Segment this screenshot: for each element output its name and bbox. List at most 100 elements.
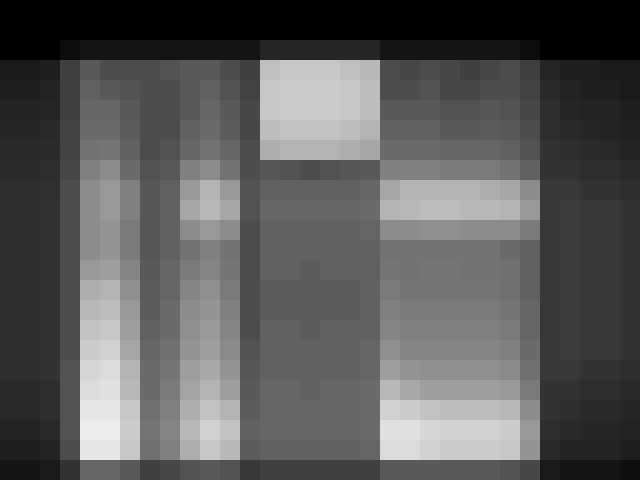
heatmap-cell [260,460,281,480]
heatmap-cell [140,200,161,221]
heatmap-cell [440,460,461,480]
heatmap-cell [440,200,461,221]
heatmap-cell [180,280,201,301]
heatmap-cell [520,160,541,181]
heatmap-cell [320,80,341,101]
heatmap-cell [320,200,341,221]
heatmap-cell [140,0,161,21]
heatmap-cell [400,200,421,221]
heatmap-cell [480,140,501,161]
heatmap-cell [60,40,81,61]
heatmap-cell [320,60,341,81]
heatmap-cell [300,240,321,261]
heatmap-cell [360,340,381,361]
heatmap-cell [380,80,401,101]
heatmap-cell [520,120,541,141]
heatmap-cell [380,140,401,161]
heatmap-cell [420,40,441,61]
heatmap-cell [520,220,541,241]
heatmap-cell [0,220,21,241]
heatmap-cell [100,60,121,81]
heatmap-cell [300,80,321,101]
heatmap-cell [300,380,321,401]
heatmap-cell [0,280,21,301]
heatmap-cell [620,400,640,421]
heatmap-cell [140,180,161,201]
heatmap-cell [240,0,261,21]
heatmap-cell [400,120,421,141]
heatmap-cell [40,420,61,441]
heatmap-cell [280,220,301,241]
heatmap-cell [360,420,381,441]
heatmap-cell [260,200,281,221]
heatmap-cell [620,380,640,401]
heatmap-cell [580,260,601,281]
heatmap-cell [500,400,521,421]
heatmap-cell [140,460,161,480]
heatmap-cell [240,400,261,421]
heatmap-cell [260,300,281,321]
heatmap-cell [100,120,121,141]
heatmap-cell [420,260,441,281]
heatmap-cell [220,440,241,461]
heatmap-cell [260,360,281,381]
heatmap-cell [340,320,361,341]
heatmap-cell [0,260,21,281]
heatmap-cell [220,100,241,121]
heatmap-cell [220,280,241,301]
heatmap-cell [240,300,261,321]
heatmap-cell [280,440,301,461]
heatmap-cell [360,120,381,141]
heatmap-cell [400,340,421,361]
heatmap-cell [320,0,341,21]
heatmap-cell [240,140,261,161]
heatmap-cell [620,100,640,121]
heatmap-cell [40,140,61,161]
heatmap-cell [40,240,61,261]
heatmap-cell [540,420,561,441]
heatmap-cell [620,40,640,61]
heatmap-cell [100,340,121,361]
heatmap-cell [480,360,501,381]
heatmap-cell [380,60,401,81]
heatmap-cell [240,40,261,61]
heatmap-cell [600,440,621,461]
heatmap-cell [420,160,441,181]
heatmap-cell [100,20,121,41]
heatmap-cell [400,60,421,81]
heatmap-cell [360,280,381,301]
heatmap-cell [140,340,161,361]
heatmap-cell [420,280,441,301]
heatmap-cell [380,300,401,321]
heatmap-cell [160,240,181,261]
heatmap-cell [100,380,121,401]
heatmap-cell [560,20,581,41]
heatmap-cell [80,440,101,461]
heatmap-cell [80,160,101,181]
heatmap-cell [480,240,501,261]
heatmap-cell [20,260,41,281]
heatmap-cell [340,280,361,301]
heatmap-cell [140,440,161,461]
heatmap-cell [200,420,221,441]
heatmap-cell [80,260,101,281]
heatmap-cell [120,360,141,381]
heatmap-cell [180,360,201,381]
heatmap-cell [200,320,221,341]
heatmap-cell [400,20,421,41]
heatmap-cell [480,100,501,121]
heatmap-cell [440,280,461,301]
heatmap-cell [20,120,41,141]
heatmap-cell [320,320,341,341]
heatmap-cell [80,280,101,301]
heatmap-cell [400,280,421,301]
heatmap-cell [60,460,81,480]
heatmap-cell [200,280,221,301]
heatmap-cell [540,80,561,101]
heatmap-cell [160,120,181,141]
heatmap-cell [520,280,541,301]
heatmap-cell [600,80,621,101]
heatmap-cell [240,160,261,181]
heatmap-cell [220,0,241,21]
heatmap-cell [460,320,481,341]
